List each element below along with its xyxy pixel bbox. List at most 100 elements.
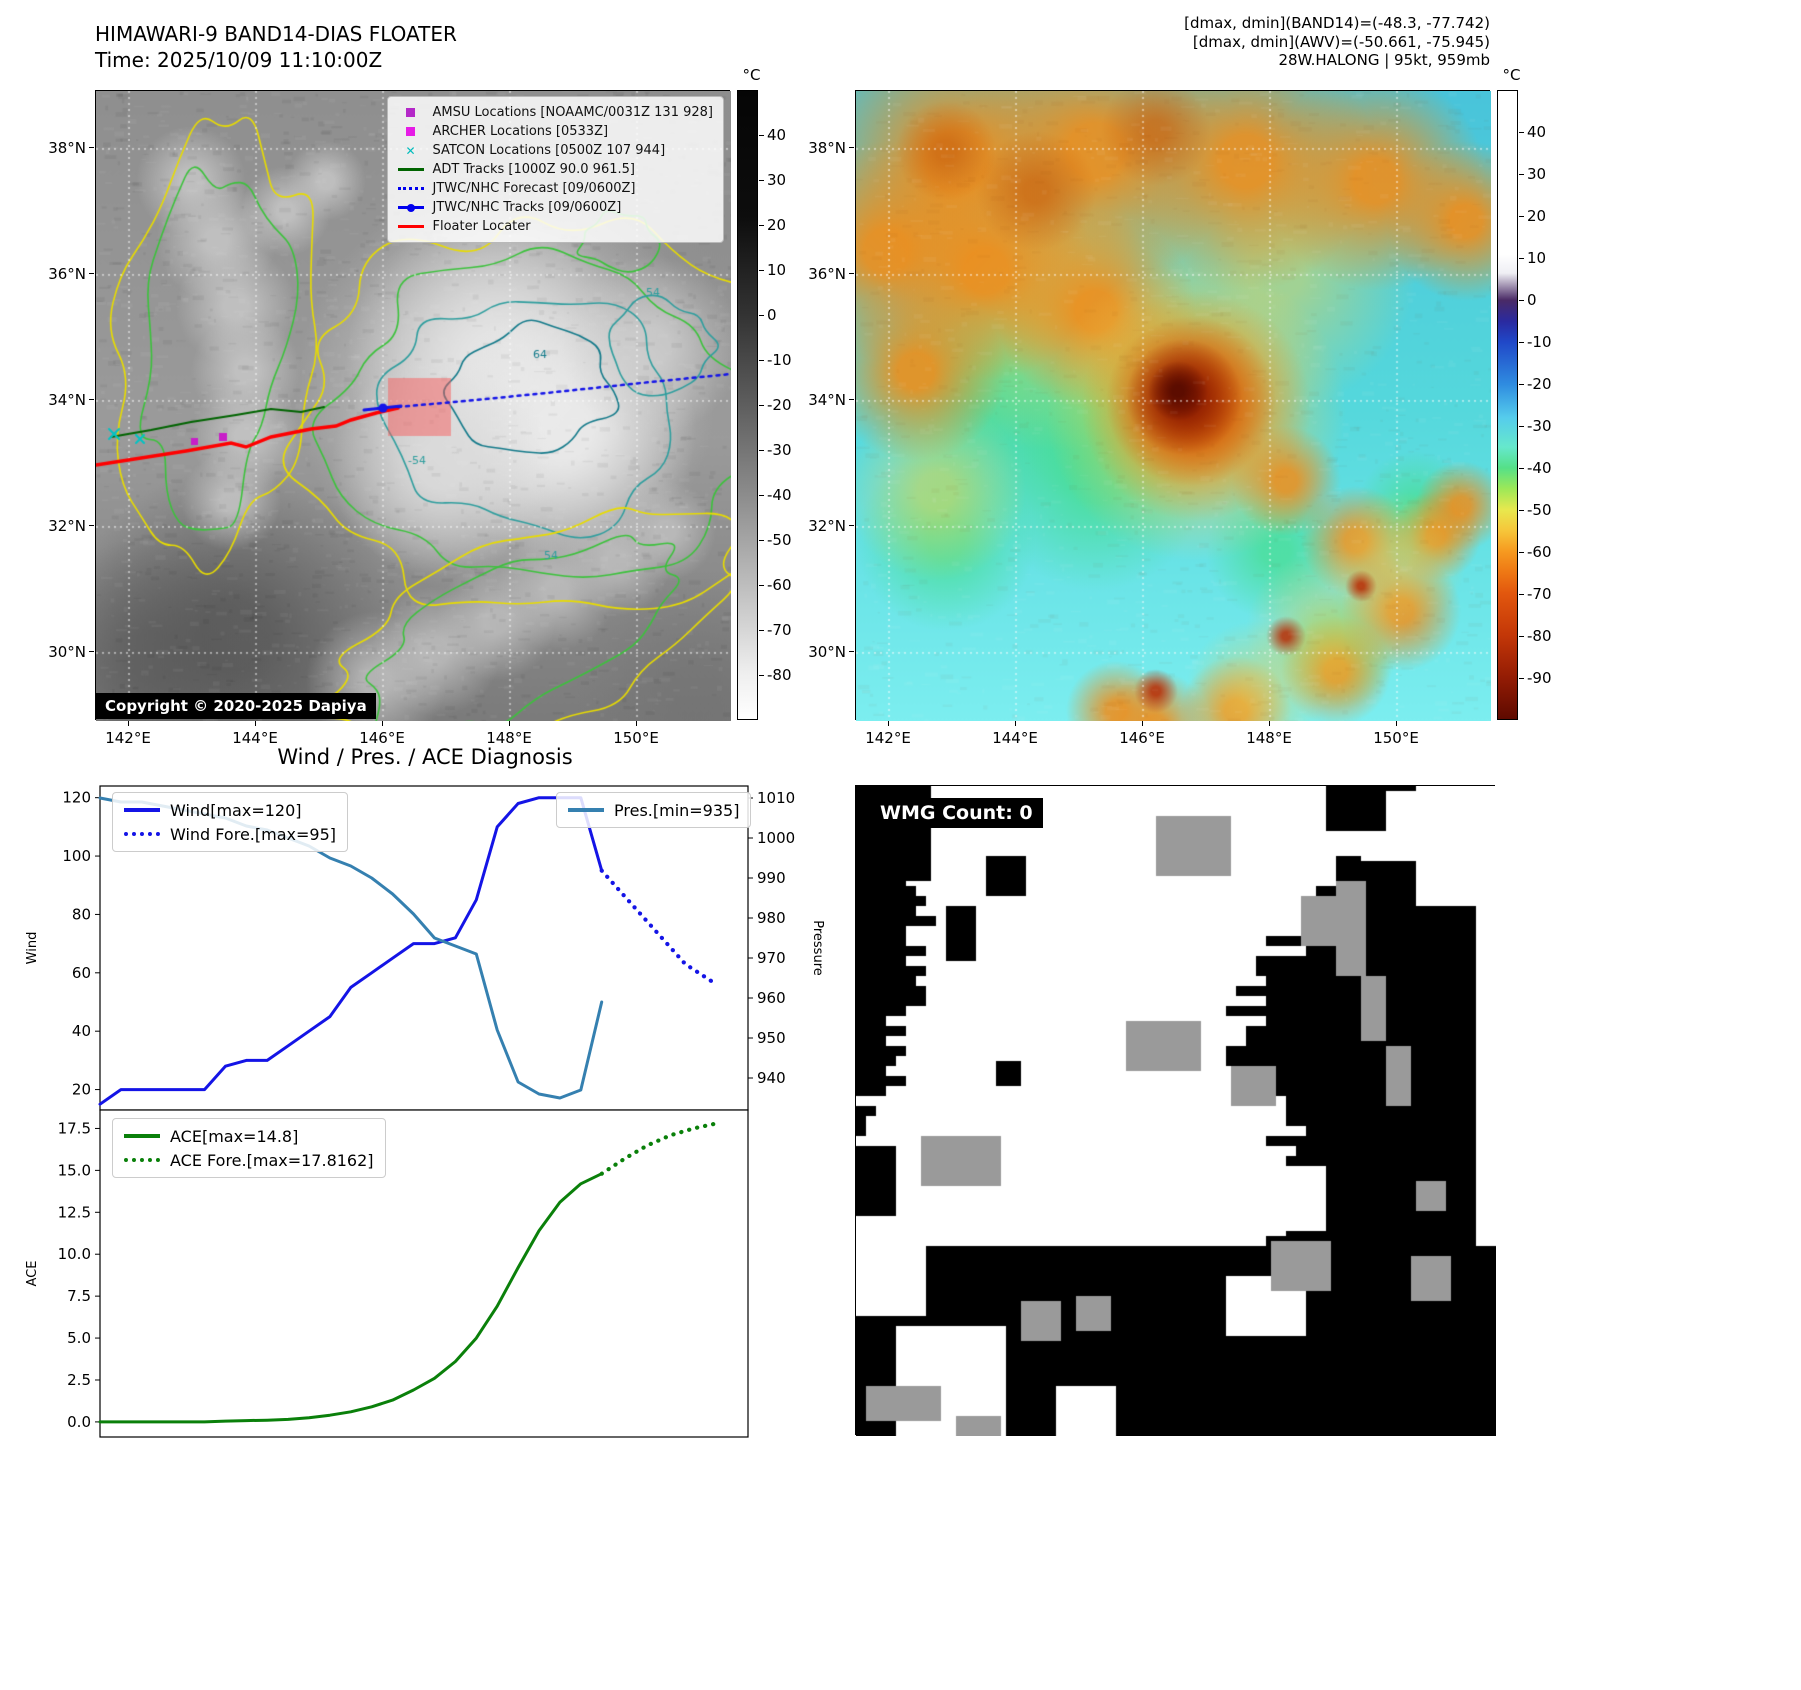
- lon-tick-label: 148°E: [486, 729, 532, 747]
- chart-legend: Wind[max=120] Wind Fore.[max=95]: [112, 792, 348, 852]
- storm-id-intensity-text: 28W.HALONG | 95kt, 959mb: [1278, 51, 1490, 69]
- band14-legend: AMSU Locations [NOAAMC/0031Z 131 928] ARC…: [386, 96, 724, 243]
- colorbar-tick-mark: [759, 674, 764, 676]
- legend-item-label: ARCHER Locations [0533Z]: [432, 124, 609, 139]
- colorbar-tick-mark: [759, 359, 764, 361]
- chart-legend-label: Wind Fore.[max=95]: [170, 824, 336, 844]
- colorbar-tick-mark: [1519, 467, 1524, 469]
- lon-tick-label: 142°E: [865, 729, 911, 747]
- wmg-mask-image: [856, 786, 1496, 1436]
- y-axis-label: ACE: [25, 1261, 40, 1287]
- chart-legend-item: ACE Fore.[max=17.8162]: [124, 1148, 374, 1172]
- chart-legend: ACE[max=14.8] ACE Fore.[max=17.8162]: [112, 1118, 386, 1178]
- colorbar-tick-mark: [1519, 257, 1524, 259]
- colorbar-tick-mark: [759, 629, 764, 631]
- colorbar-tick-label: -90: [1527, 669, 1552, 687]
- colorbar-tick-mark: [759, 179, 764, 181]
- colorbar-tick-mark: [1519, 509, 1524, 511]
- y-tick-label: 17.5: [58, 1119, 91, 1137]
- colorbar-tick-label: -40: [767, 486, 792, 504]
- series-line: [98, 796, 604, 1106]
- colorbar-tick-mark: [1519, 593, 1524, 595]
- colorbar-unit-label: °C: [1502, 66, 1521, 84]
- y2-tick-label: 970: [757, 949, 786, 967]
- chart-legend: Pres.[min=935]: [556, 792, 752, 828]
- y-tick-label: 2.5: [67, 1371, 91, 1389]
- lon-tick-label: 150°E: [613, 729, 659, 747]
- lon-tick-mark: [508, 721, 510, 726]
- legend-item-label: JTWC/NHC Tracks [09/0600Z]: [432, 200, 622, 215]
- lat-tick-mark: [849, 651, 854, 653]
- y-tick-label: 80: [72, 905, 91, 923]
- lat-tick-mark: [89, 273, 94, 275]
- lon-tick-label: 142°E: [105, 729, 151, 747]
- colorbar-unit-label: °C: [742, 66, 761, 84]
- series-line: [599, 1121, 719, 1176]
- awv-header-block: [dmax, dmin](BAND14)=(-48.3, -77.742) [d…: [1000, 14, 1490, 70]
- y-tick-label: 60: [72, 964, 91, 982]
- square-marker-icon: [398, 108, 424, 117]
- lat-tick-mark: [89, 525, 94, 527]
- y-tick-label: 100: [62, 847, 91, 865]
- lat-tick-label: 30°N: [808, 642, 846, 661]
- lat-tick-mark: [89, 147, 94, 149]
- colorbar-tick-label: 0: [767, 306, 777, 324]
- colorbar-tick-mark: [759, 314, 764, 316]
- awv-satellite-image: [856, 91, 1491, 721]
- chart-legend-label: Wind[max=120]: [170, 800, 302, 820]
- colorbar-tick-mark: [1519, 635, 1524, 637]
- colorbar-tick-mark: [1519, 299, 1524, 301]
- lat-tick-label: 34°N: [48, 390, 86, 409]
- series-line-sample-icon: [124, 1158, 160, 1162]
- chart-legend-item: Wind[max=120]: [124, 798, 336, 822]
- y-tick-label: 0.0: [67, 1413, 91, 1431]
- colorbar-tick-mark: [1519, 677, 1524, 679]
- colorbar-tick-mark: [759, 224, 764, 226]
- colorbar-tick-label: 0: [1527, 291, 1537, 309]
- legend-item: Floater Locater: [397, 217, 713, 236]
- legend-item: ARCHER Locations [0533Z]: [398, 122, 713, 141]
- colorbar-tick-label: 10: [767, 261, 787, 279]
- series-line-sample-icon: [124, 1134, 160, 1138]
- chart-legend-item: Wind Fore.[max=95]: [124, 822, 336, 846]
- chart-legend-label: ACE Fore.[max=17.8162]: [170, 1150, 374, 1170]
- lat-tick-label: 32°N: [808, 516, 846, 535]
- band14-satellite-panel: AMSU Locations [NOAAMC/0031Z 131 928] ARC…: [95, 90, 731, 721]
- lon-tick-label: 144°E: [232, 729, 278, 747]
- colorbar-tick-label: -10: [1527, 333, 1552, 351]
- lat-tick-label: 38°N: [48, 138, 86, 157]
- wmg-count-label: WMG Count: 0: [870, 798, 1043, 828]
- colorbar-tick-label: 20: [1527, 207, 1547, 225]
- series-line-sample-icon: [568, 808, 604, 812]
- band14-colorbar: [737, 90, 758, 720]
- lat-tick-mark: [89, 651, 94, 653]
- lon-tick-mark: [1268, 721, 1270, 726]
- colorbar-tick-label: -20: [1527, 375, 1552, 393]
- y-tick-label: 15.0: [58, 1161, 91, 1179]
- colorbar-tick-label: 30: [767, 171, 787, 189]
- y2-tick-label: 1010: [757, 789, 795, 807]
- legend-item: JTWC/NHC Forecast [09/0600Z]: [397, 179, 713, 198]
- lon-tick-mark: [887, 721, 889, 726]
- colorbar-tick-mark: [1519, 215, 1524, 217]
- colorbar-tick-label: -20: [767, 396, 792, 414]
- lon-tick-mark: [1395, 721, 1397, 726]
- colorbar-tick-mark: [1519, 551, 1524, 553]
- lon-tick-label: 146°E: [1119, 729, 1165, 747]
- y-tick-label: 20: [72, 1081, 91, 1099]
- colorbar-tick-label: -70: [1527, 585, 1552, 603]
- lon-tick-mark: [1014, 721, 1016, 726]
- colorbar-tick-label: 30: [1527, 165, 1547, 183]
- lat-tick-label: 34°N: [808, 390, 846, 409]
- lon-tick-mark: [1141, 721, 1143, 726]
- colorbar-tick-label: 40: [767, 126, 787, 144]
- colorbar-tick-label: -80: [1527, 627, 1552, 645]
- lat-tick-mark: [89, 399, 94, 401]
- y-tick-label: 10.0: [58, 1245, 91, 1263]
- x-marker-icon: ✕: [405, 143, 416, 158]
- colorbar-tick-mark: [1519, 341, 1524, 343]
- y2-tick-label: 960: [757, 989, 786, 1007]
- colorbar-tick-label: -80: [767, 666, 792, 684]
- lat-tick-label: 30°N: [48, 642, 86, 661]
- diagnosis-title: Wind / Pres. / ACE Diagnosis: [277, 745, 573, 769]
